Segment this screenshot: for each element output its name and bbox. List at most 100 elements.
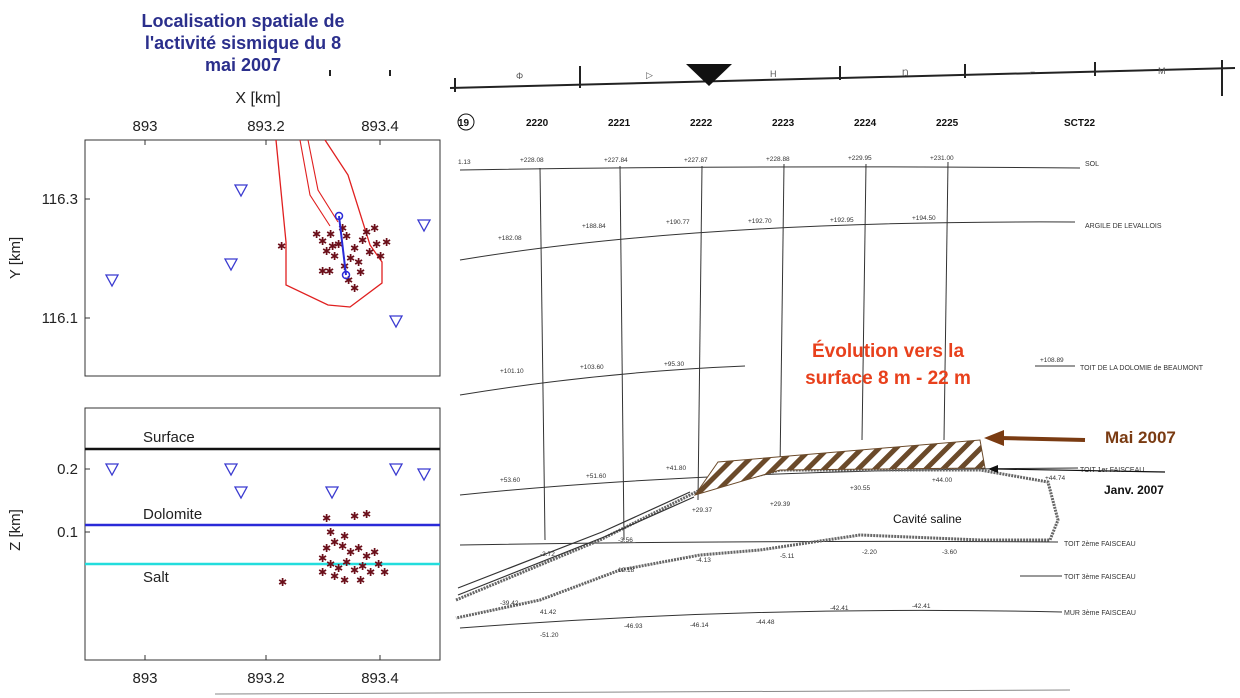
svg-text:✱: ✱	[342, 231, 351, 243]
station-icon	[324, 486, 340, 500]
layer-label: ARGILE DE LEVALLOIS	[1085, 223, 1162, 230]
svg-text:✱: ✱	[326, 559, 335, 571]
layer-label: MUR 3ème FAISCEAU	[1064, 610, 1136, 617]
svg-text:✱: ✱	[322, 246, 331, 258]
mine-gallery	[307, 139, 339, 223]
svg-text:✱: ✱	[338, 541, 347, 553]
bottom-xtick-label: 893.4	[361, 670, 399, 687]
bottom-ytick-label: 0.2	[57, 461, 78, 478]
top-plot: 893 893.2 893.4 116.3 116.1 Y [km] ✱✱✱ ✱…	[7, 118, 441, 377]
layer-label: TOIT DE LA DOLOMIE de BEAUMONT	[1080, 365, 1204, 372]
station-icon	[388, 463, 404, 477]
evolution-line-2: surface 8 m - 22 m	[805, 368, 971, 389]
svg-text:✱: ✱	[322, 543, 331, 555]
svg-text:-3.56: -3.56	[618, 537, 633, 544]
svg-text:+53.60: +53.60	[500, 477, 520, 484]
svg-text:✱: ✱	[362, 509, 371, 521]
column-label: SCT22	[1064, 118, 1096, 129]
svg-text:+51.60: +51.60	[586, 473, 606, 480]
svg-text:✱: ✱	[338, 223, 347, 235]
svg-text:✱: ✱	[354, 257, 363, 269]
station-markers	[104, 184, 432, 329]
station-icon	[223, 258, 239, 272]
svg-text:+231.00: +231.00	[930, 155, 954, 162]
station-markers-z	[104, 463, 432, 500]
svg-text:-3.72: -3.72	[540, 551, 555, 558]
svg-text:✱: ✱	[356, 267, 365, 279]
svg-text:✱: ✱	[344, 275, 353, 287]
station-icon	[104, 274, 120, 288]
svg-text:+41.80: +41.80	[666, 465, 686, 472]
access-line	[457, 491, 691, 589]
top-ytick-label: 116.1	[42, 310, 78, 327]
ruler-mark: ▷	[646, 70, 653, 80]
ruler-mark: Φ	[516, 71, 523, 81]
top-plot-xlabel: X [km]	[235, 90, 281, 107]
janv-2007-label: Janv. 2007	[1104, 483, 1164, 497]
svg-text:✱: ✱	[350, 511, 359, 523]
ruler-mark: Ŋ	[902, 68, 909, 78]
svg-text:✱: ✱	[350, 565, 359, 577]
svg-text:-5.11: -5.11	[780, 553, 795, 560]
dolomite-label: Dolomite	[143, 506, 202, 523]
svg-text:✱: ✱	[326, 527, 335, 539]
column-label: 2220	[526, 118, 549, 129]
svg-text:✱: ✱	[330, 537, 339, 549]
svg-text:✱: ✱	[372, 239, 381, 251]
title-line-1: Localisation spatiale de	[141, 11, 345, 31]
svg-text:+30.55: +30.55	[850, 485, 870, 492]
janv-arrow	[997, 468, 1166, 473]
bottom-xtick-label: 893.2	[247, 670, 285, 687]
svg-text:+192.70: +192.70	[748, 218, 772, 225]
bottom-plot-frame	[84, 407, 441, 661]
top-ytick-label: 116.3	[42, 191, 78, 208]
mai-arrow	[999, 436, 1086, 442]
svg-text:+101.10: +101.10	[500, 368, 524, 375]
station-icon	[416, 468, 432, 482]
svg-text:-42.41: -42.41	[830, 605, 849, 612]
event-cluster-z: ✱ ✱ ✱ ✱✱✱ ✱✱✱ ✱✱✱ ✱✱✱ ✱✱✱ ✱✱✱ ✱ ✱✱ ✱✱	[278, 509, 389, 589]
svg-text:✱: ✱	[350, 283, 359, 295]
surface-label: Surface	[143, 429, 195, 446]
station-icon	[233, 184, 249, 198]
cross-section: Φ ▷ H Ŋ ⌐ M 19 2220 2221 2222 2223 2224 …	[214, 60, 1236, 695]
svg-text:✱: ✱	[318, 567, 327, 579]
svg-text:+228.08: +228.08	[520, 157, 544, 164]
svg-text:+229.95: +229.95	[848, 155, 872, 162]
svg-text:41.42: 41.42	[540, 609, 557, 616]
svg-text:✱: ✱	[278, 577, 287, 589]
column-label: 19	[458, 118, 470, 129]
mine-gallery	[299, 139, 331, 227]
svg-text:✱: ✱	[358, 561, 367, 573]
svg-text:✱: ✱	[346, 253, 355, 265]
ruler-mark: H	[770, 69, 777, 79]
ruler-mark: ⌐	[1030, 67, 1035, 77]
svg-text:-51.20: -51.20	[540, 632, 559, 639]
svg-text:✱: ✱	[366, 567, 375, 579]
column-labels: 19 2220 2221 2222 2223 2224 2225 SCT22	[457, 113, 1096, 131]
top-plot-frame	[84, 139, 441, 377]
svg-text:12.18: 12.18	[618, 567, 635, 574]
svg-text:1.13: 1.13	[458, 159, 471, 166]
borehole-lines	[539, 161, 949, 541]
column-label: 2221	[608, 118, 631, 129]
svg-text:+228.88: +228.88	[766, 156, 790, 163]
svg-text:✱: ✱	[326, 229, 335, 241]
svg-text:✱: ✱	[342, 557, 351, 569]
svg-text:✱: ✱	[318, 236, 327, 248]
svg-text:✱: ✱	[362, 551, 371, 563]
svg-text:+95.30: +95.30	[664, 361, 684, 368]
svg-text:✱: ✱	[380, 567, 389, 579]
mine-outline	[275, 139, 383, 308]
svg-text:+227.87: +227.87	[684, 157, 708, 164]
svg-text:✱: ✱	[334, 563, 343, 575]
svg-text:✱: ✱	[277, 241, 286, 253]
svg-text:+192.95: +192.95	[830, 217, 854, 224]
svg-text:+108.89: +108.89	[1040, 357, 1064, 364]
svg-text:-46.93: -46.93	[624, 623, 643, 630]
ruler-ticks	[329, 60, 1223, 96]
svg-text:✱: ✱	[325, 266, 334, 278]
svg-text:+182.08: +182.08	[498, 235, 522, 242]
janv-arrowhead-icon	[988, 465, 998, 473]
